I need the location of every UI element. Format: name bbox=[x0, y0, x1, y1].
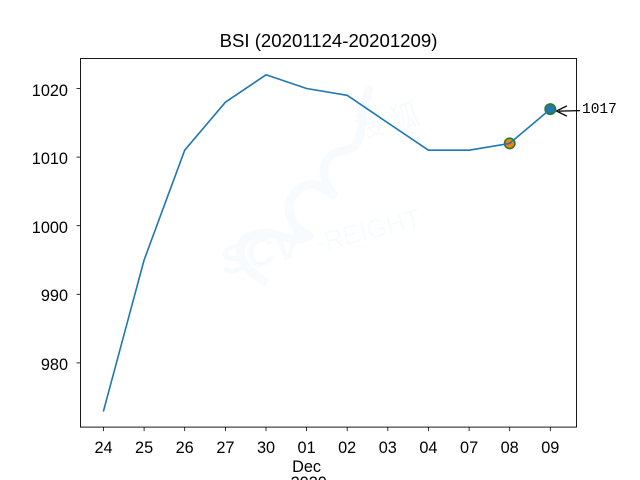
svg-text:-REIGHT: -REIGHT bbox=[313, 203, 424, 258]
